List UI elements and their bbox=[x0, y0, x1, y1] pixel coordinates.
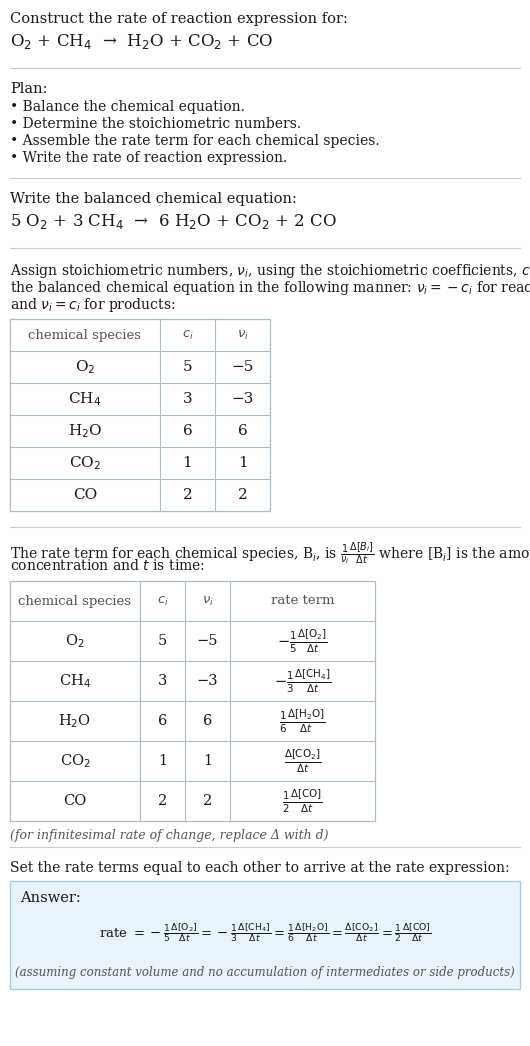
Text: Plan:: Plan: bbox=[10, 82, 48, 96]
Text: H$_2$O: H$_2$O bbox=[68, 423, 102, 440]
Text: rate $= -\frac{1}{5}\frac{\Delta[\mathrm{O}_2]}{\Delta t} = -\frac{1}{3}\frac{\D: rate $= -\frac{1}{5}\frac{\Delta[\mathrm… bbox=[99, 922, 431, 945]
Text: O$_2$: O$_2$ bbox=[75, 358, 95, 376]
Text: 5 O$_2$ + 3 CH$_4$  →  6 H$_2$O + CO$_2$ + 2 CO: 5 O$_2$ + 3 CH$_4$ → 6 H$_2$O + CO$_2$ +… bbox=[10, 212, 337, 231]
Text: $\frac{1}{2}\frac{\Delta[\mathrm{CO}]}{\Delta t}$: $\frac{1}{2}\frac{\Delta[\mathrm{CO}]}{\… bbox=[282, 788, 323, 815]
Text: 1: 1 bbox=[203, 754, 212, 768]
Text: $c_i$: $c_i$ bbox=[156, 594, 169, 608]
Text: 6: 6 bbox=[203, 714, 212, 728]
Text: concentration and $t$ is time:: concentration and $t$ is time: bbox=[10, 558, 205, 573]
Text: the balanced chemical equation in the following manner: $\nu_i = -c_i$ for react: the balanced chemical equation in the fo… bbox=[10, 279, 530, 297]
Text: CH$_4$: CH$_4$ bbox=[59, 673, 91, 690]
Text: Answer:: Answer: bbox=[20, 891, 81, 905]
Text: 5: 5 bbox=[158, 634, 167, 649]
Text: 3: 3 bbox=[183, 392, 192, 406]
Text: −3: −3 bbox=[197, 674, 218, 688]
Text: 2: 2 bbox=[183, 488, 192, 502]
Text: $-\frac{1}{5}\frac{\Delta[\mathrm{O}_2]}{\Delta t}$: $-\frac{1}{5}\frac{\Delta[\mathrm{O}_2]}… bbox=[277, 628, 328, 655]
Text: (assuming constant volume and no accumulation of intermediates or side products): (assuming constant volume and no accumul… bbox=[15, 967, 515, 979]
Bar bbox=[10, 581, 375, 821]
Text: H$_2$O: H$_2$O bbox=[58, 712, 92, 730]
Text: The rate term for each chemical species, B$_i$, is $\frac{1}{\nu_i}\frac{\Delta[: The rate term for each chemical species,… bbox=[10, 541, 530, 567]
Text: 2: 2 bbox=[203, 794, 212, 808]
Text: • Determine the stoichiometric numbers.: • Determine the stoichiometric numbers. bbox=[10, 117, 301, 131]
Text: $c_i$: $c_i$ bbox=[182, 328, 193, 342]
Text: Set the rate terms equal to each other to arrive at the rate expression:: Set the rate terms equal to each other t… bbox=[10, 861, 510, 876]
Text: CO$_2$: CO$_2$ bbox=[60, 752, 90, 770]
Text: $-\frac{1}{3}\frac{\Delta[\mathrm{CH}_4]}{\Delta t}$: $-\frac{1}{3}\frac{\Delta[\mathrm{CH}_4]… bbox=[274, 667, 331, 695]
Text: O$_2$: O$_2$ bbox=[65, 632, 85, 650]
Text: O$_2$ + CH$_4$  →  H$_2$O + CO$_2$ + CO: O$_2$ + CH$_4$ → H$_2$O + CO$_2$ + CO bbox=[10, 32, 273, 51]
Text: • Write the rate of reaction expression.: • Write the rate of reaction expression. bbox=[10, 151, 287, 165]
Text: CO: CO bbox=[63, 794, 87, 808]
Text: 1: 1 bbox=[158, 754, 167, 768]
Text: Assign stoichiometric numbers, $\nu_i$, using the stoichiometric coefficients, $: Assign stoichiometric numbers, $\nu_i$, … bbox=[10, 262, 530, 280]
Text: Write the balanced chemical equation:: Write the balanced chemical equation: bbox=[10, 192, 297, 206]
Text: • Balance the chemical equation.: • Balance the chemical equation. bbox=[10, 100, 245, 114]
Text: 5: 5 bbox=[183, 360, 192, 374]
Bar bbox=[10, 319, 270, 511]
Text: chemical species: chemical species bbox=[29, 328, 142, 341]
Text: $\frac{\Delta[\mathrm{CO}_2]}{\Delta t}$: $\frac{\Delta[\mathrm{CO}_2]}{\Delta t}$ bbox=[284, 747, 321, 775]
Text: 2: 2 bbox=[237, 488, 248, 502]
Text: 6: 6 bbox=[237, 424, 248, 438]
Text: 1: 1 bbox=[183, 456, 192, 470]
Text: −5: −5 bbox=[231, 360, 254, 374]
Text: 3: 3 bbox=[158, 674, 167, 688]
Text: 1: 1 bbox=[237, 456, 248, 470]
Text: (for infinitesimal rate of change, replace Δ with d): (for infinitesimal rate of change, repla… bbox=[10, 829, 329, 842]
Text: Construct the rate of reaction expression for:: Construct the rate of reaction expressio… bbox=[10, 12, 348, 26]
Text: CO: CO bbox=[73, 488, 97, 502]
Text: 6: 6 bbox=[183, 424, 192, 438]
Text: −3: −3 bbox=[231, 392, 254, 406]
Text: chemical species: chemical species bbox=[19, 594, 131, 608]
Text: $\nu_i$: $\nu_i$ bbox=[201, 594, 214, 608]
Text: rate term: rate term bbox=[271, 594, 334, 608]
Text: CH$_4$: CH$_4$ bbox=[68, 390, 102, 408]
Text: CO$_2$: CO$_2$ bbox=[69, 454, 101, 472]
Text: 2: 2 bbox=[158, 794, 167, 808]
Text: and $\nu_i = c_i$ for products:: and $\nu_i = c_i$ for products: bbox=[10, 296, 175, 314]
Bar bbox=[10, 881, 520, 990]
Text: 6: 6 bbox=[158, 714, 167, 728]
Text: −5: −5 bbox=[197, 634, 218, 649]
Text: $\frac{1}{6}\frac{\Delta[\mathrm{H}_2\mathrm{O}]}{\Delta t}$: $\frac{1}{6}\frac{\Delta[\mathrm{H}_2\ma… bbox=[279, 707, 325, 734]
Text: $\nu_i$: $\nu_i$ bbox=[236, 328, 249, 342]
Text: • Assemble the rate term for each chemical species.: • Assemble the rate term for each chemic… bbox=[10, 134, 379, 147]
